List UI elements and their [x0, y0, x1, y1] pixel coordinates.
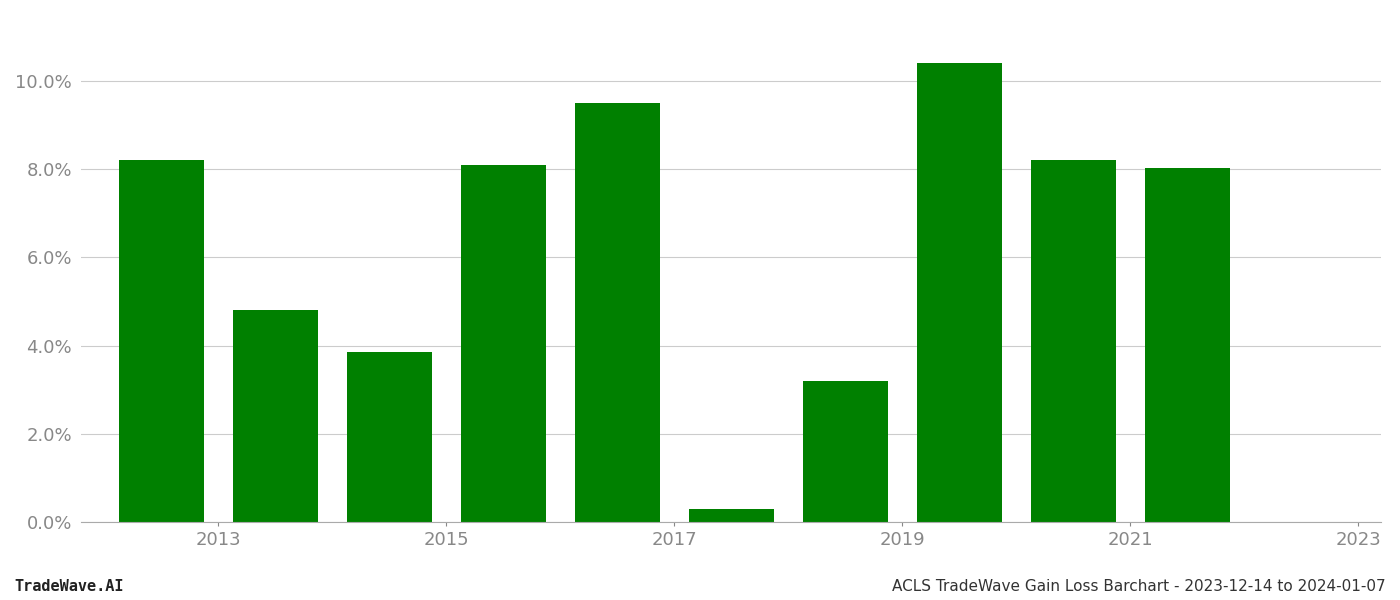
Bar [802, 381, 888, 522]
Bar [119, 160, 204, 522]
Bar [461, 165, 546, 522]
Bar [1030, 160, 1116, 522]
Bar [1145, 169, 1231, 522]
Bar [917, 64, 1002, 522]
Bar [689, 509, 774, 522]
Bar [232, 310, 318, 522]
Bar [347, 352, 433, 522]
Text: TradeWave.AI: TradeWave.AI [14, 579, 123, 594]
Text: ACLS TradeWave Gain Loss Barchart - 2023-12-14 to 2024-01-07: ACLS TradeWave Gain Loss Barchart - 2023… [892, 579, 1386, 594]
Bar [574, 103, 659, 522]
